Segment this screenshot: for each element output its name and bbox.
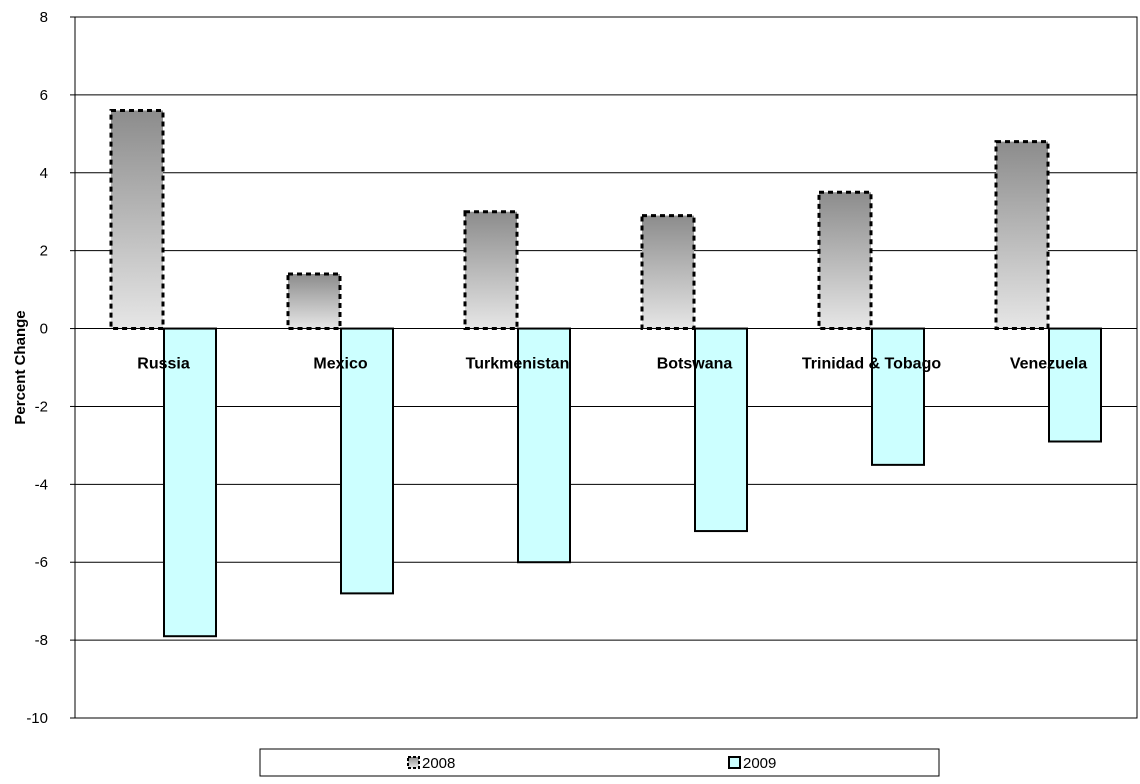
grid-lines	[70, 17, 1137, 718]
category-label: Russia	[137, 356, 190, 373]
y-tick-label: 4	[40, 165, 48, 182]
legend-label-2008: 2008	[422, 755, 455, 772]
y-tick-label: 8	[40, 9, 48, 26]
bars	[75, 110, 1137, 636]
y-axis-label: Percent Change	[12, 310, 29, 424]
category-label: Mexico	[313, 356, 367, 373]
y-tick-label: -4	[35, 476, 48, 493]
bar-2008-trinidad-tobago	[819, 192, 871, 328]
y-tick-label: -2	[35, 398, 48, 415]
legend-box	[260, 749, 939, 776]
y-tick-label: -8	[35, 632, 48, 649]
bar-2008-turkmenistan	[465, 212, 517, 329]
category-label: Botswana	[657, 356, 733, 373]
y-tick-label: 0	[40, 321, 48, 338]
bar-2008-mexico	[288, 274, 340, 329]
bar-2009-venezuela	[1049, 329, 1101, 442]
y-tick-label: 6	[40, 87, 48, 104]
category-label: Turkmenistan	[466, 356, 570, 373]
category-labels: Russia Mexico Turkmenistan Botswana Trinidad…	[137, 356, 1087, 373]
bar-2009-trinidad-tobago	[872, 329, 924, 465]
bar-2008-russia	[111, 110, 163, 328]
legend: 2008 2009	[260, 749, 939, 776]
y-tick-label: 2	[40, 243, 48, 260]
y-tick-label: -10	[26, 710, 48, 727]
y-tick-label: -6	[35, 554, 48, 571]
category-label: Venezuela	[1010, 356, 1087, 373]
plot-frame	[75, 17, 1137, 718]
y-tick-labels: 8 6 4 2 0 -2 -4 -6 -8 -10	[26, 9, 48, 727]
bar-2008-botswana	[642, 216, 694, 329]
legend-swatch-2009	[729, 757, 740, 768]
legend-label-2009: 2009	[743, 755, 776, 772]
legend-swatch-2008	[408, 757, 419, 768]
bar-2009-russia	[164, 329, 216, 637]
bar-2008-venezuela	[996, 142, 1048, 329]
category-label: Trinidad & Tobago	[802, 356, 941, 373]
